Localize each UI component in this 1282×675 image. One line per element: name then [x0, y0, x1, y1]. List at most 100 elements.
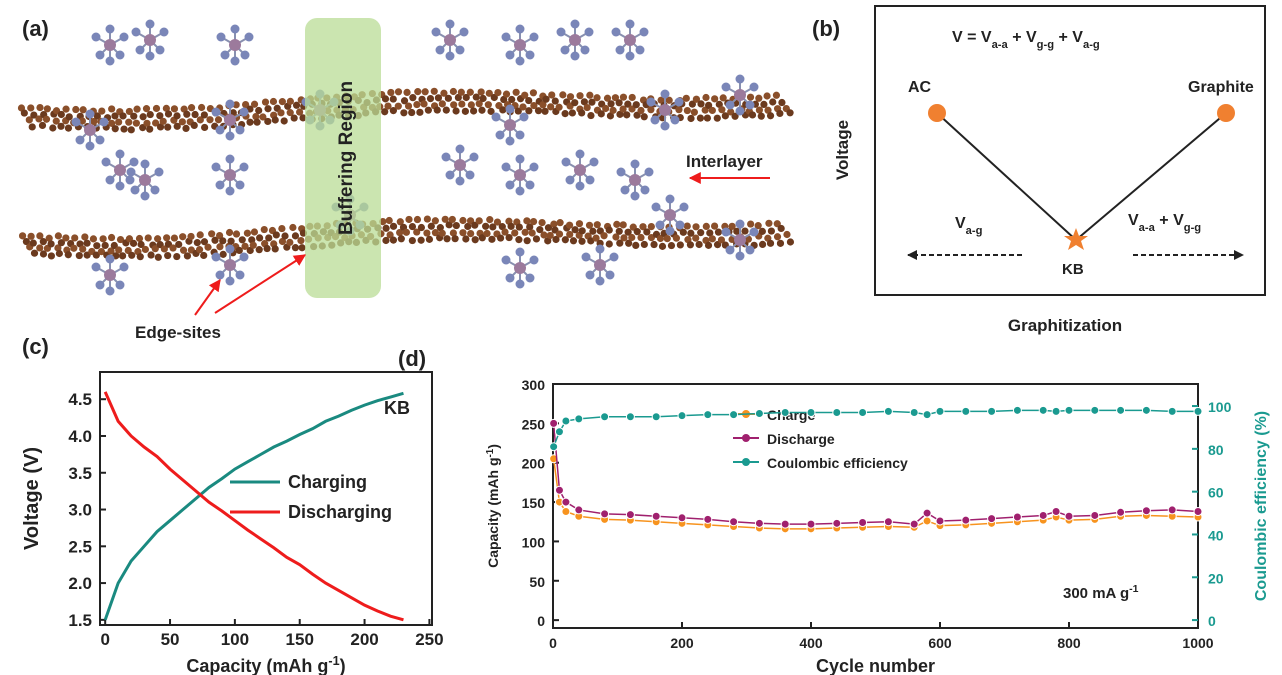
- atom: [84, 124, 96, 136]
- atom: [427, 95, 434, 102]
- atom: [516, 248, 525, 257]
- atom: [623, 111, 630, 118]
- atom: [450, 88, 457, 95]
- text-part: + V: [1155, 212, 1184, 229]
- atom: [71, 234, 78, 241]
- atom: [231, 57, 240, 66]
- atom: [606, 226, 613, 233]
- atom: [478, 107, 485, 114]
- atom: [506, 105, 515, 114]
- atom: [240, 163, 249, 172]
- plot-frame: [100, 372, 432, 625]
- marker: [833, 519, 841, 527]
- atom: [398, 235, 405, 242]
- x-axis-label: Graphitization: [1008, 316, 1122, 335]
- atom: [585, 28, 594, 37]
- atom: [476, 217, 483, 224]
- atom: [624, 34, 636, 46]
- atom: [453, 222, 460, 229]
- formula: V = Va-a + Vg-g + Va-g: [952, 29, 1100, 51]
- atom: [81, 233, 88, 240]
- atom: [256, 234, 263, 241]
- text-part: a-a: [992, 39, 1009, 51]
- atom: [92, 263, 101, 272]
- atom: [76, 252, 83, 259]
- atom: [125, 119, 132, 126]
- y-tick-label: 2.0: [68, 574, 92, 593]
- atom: [462, 108, 469, 115]
- atom: [165, 110, 172, 117]
- atom: [226, 132, 235, 141]
- atom: [261, 226, 268, 233]
- atom: [502, 163, 511, 172]
- atom: [767, 112, 774, 119]
- marker: [923, 517, 931, 525]
- atom: [102, 158, 111, 167]
- atom: [533, 235, 540, 242]
- atom: [156, 46, 165, 55]
- atom: [106, 255, 115, 264]
- marker: [859, 408, 867, 416]
- atom: [65, 251, 72, 258]
- atom: [416, 109, 423, 116]
- atom: [432, 217, 439, 224]
- atom: [586, 176, 595, 185]
- atom: [749, 111, 756, 118]
- kb-label: KB: [1062, 261, 1084, 278]
- marker: [962, 516, 970, 524]
- atom: [28, 233, 35, 240]
- marker: [730, 411, 738, 419]
- atom: [390, 223, 397, 230]
- atom: [746, 101, 755, 110]
- atom: [450, 101, 457, 108]
- atom: [538, 219, 545, 226]
- atom: [272, 245, 279, 252]
- atom: [278, 225, 285, 232]
- atom: [691, 109, 698, 116]
- atom: [240, 253, 249, 262]
- atom: [226, 100, 235, 109]
- atom: [106, 25, 115, 34]
- atom: [620, 221, 627, 228]
- atom: [224, 169, 236, 181]
- atom: [574, 164, 586, 176]
- atom: [191, 111, 198, 118]
- atom: [390, 95, 397, 102]
- atom: [405, 102, 412, 109]
- y2-tick-label: 100: [1208, 399, 1232, 415]
- atom: [100, 118, 109, 127]
- series-line: [554, 410, 1198, 446]
- atom: [43, 116, 50, 123]
- atom: [594, 221, 601, 228]
- marker: [936, 517, 944, 525]
- atom: [136, 235, 143, 242]
- atom: [403, 89, 410, 96]
- atom: [607, 100, 614, 107]
- atom: [755, 95, 762, 102]
- atom: [262, 98, 269, 105]
- atom: [709, 107, 716, 114]
- marker: [1168, 407, 1176, 415]
- atom: [442, 153, 451, 162]
- x-tick-label: 200: [670, 635, 694, 651]
- atom: [626, 52, 635, 61]
- atom: [226, 245, 235, 254]
- marker: [555, 428, 563, 436]
- atom: [160, 28, 169, 37]
- x-tick-label: 600: [928, 635, 952, 651]
- atom: [661, 122, 670, 131]
- atom: [482, 223, 489, 230]
- marker: [910, 520, 918, 528]
- atom: [100, 235, 107, 242]
- x-axis-label: Capacity (mAh g-1): [186, 654, 345, 675]
- marker: [755, 519, 763, 527]
- atom: [556, 219, 563, 226]
- atom: [617, 168, 626, 177]
- atom: [140, 113, 147, 120]
- atom: [102, 242, 109, 249]
- atom: [120, 263, 129, 272]
- atom: [414, 88, 421, 95]
- atom: [633, 101, 640, 108]
- atom: [715, 229, 722, 236]
- atom: [197, 231, 204, 238]
